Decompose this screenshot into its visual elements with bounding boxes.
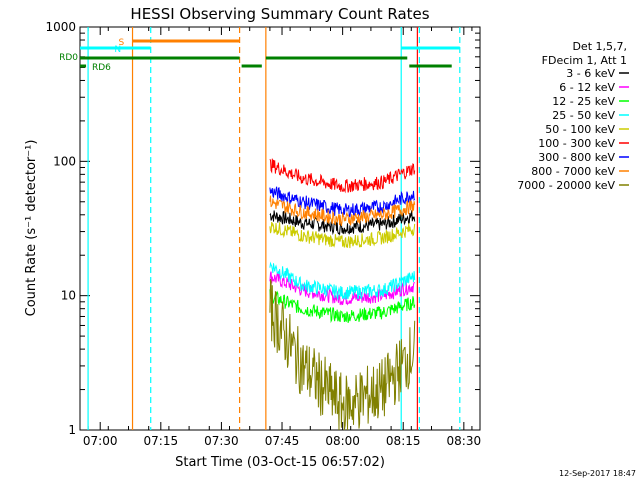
legend-label: 7000 - 20000 keV (517, 179, 615, 192)
x-tick-label: 07:00 (83, 434, 118, 448)
y-tick-label: 10 (61, 289, 76, 303)
x-tick-label: 08:00 (325, 434, 360, 448)
plot-frame (79, 26, 481, 431)
axes: 07:00 07:15 07:30 07:45 08:00 08:15 08:30 1 10 10… (45, 20, 481, 448)
footer-date: 12-Sep-2017 18:47 (559, 469, 636, 478)
x-tick-label: 07:15 (144, 434, 179, 448)
x-tick-label: 07:45 (265, 434, 300, 448)
legend-label: 12 - 25 keV (552, 95, 615, 108)
y-tick-label: 1 (68, 423, 76, 437)
legend-label: 6 - 12 keV (559, 81, 615, 94)
legend-label: 100 - 300 keV (538, 137, 615, 150)
series-line (269, 261, 416, 301)
vertical-markers (87, 27, 461, 430)
series-line (269, 210, 416, 236)
series-group (269, 158, 416, 431)
legend-label: 800 - 7000 keV (531, 165, 615, 178)
series-line (269, 279, 416, 431)
x-tick-label: 07:30 (204, 434, 239, 448)
series-line (269, 158, 416, 194)
legend-label: 300 - 800 keV (538, 151, 615, 164)
legend-label: 3 - 6 keV (566, 67, 615, 80)
series-line (269, 221, 416, 249)
flag-label: RD6 (92, 63, 111, 73)
legend-header: Det 1,5,7, (572, 40, 627, 53)
x-tick-label: 08:15 (386, 434, 421, 448)
flag-label: RD0 (59, 53, 78, 63)
flag-label: S (119, 38, 125, 48)
x-axis-label: Start Time (03-Oct-15 06:57:02) (175, 455, 385, 470)
y-tick-label: 1000 (45, 20, 76, 34)
x-tick-label: 08:30 (447, 434, 482, 448)
legend-label: 25 - 50 keV (552, 109, 615, 122)
series-line (269, 195, 416, 226)
flag-bars: SN RD0 RD6 (59, 38, 460, 73)
flag-label: N (114, 45, 121, 55)
series-line (269, 289, 416, 324)
legend-header: FDecim 1, Att 1 (542, 54, 627, 67)
chart-title: HESSI Observing Summary Count Rates (130, 5, 429, 23)
legend-label: 50 - 100 keV (545, 123, 615, 136)
y-axis-label: Count Rate (s⁻¹ detector⁻¹) (24, 140, 39, 317)
series-line (269, 271, 415, 306)
y-tick-label: 100 (53, 154, 76, 168)
